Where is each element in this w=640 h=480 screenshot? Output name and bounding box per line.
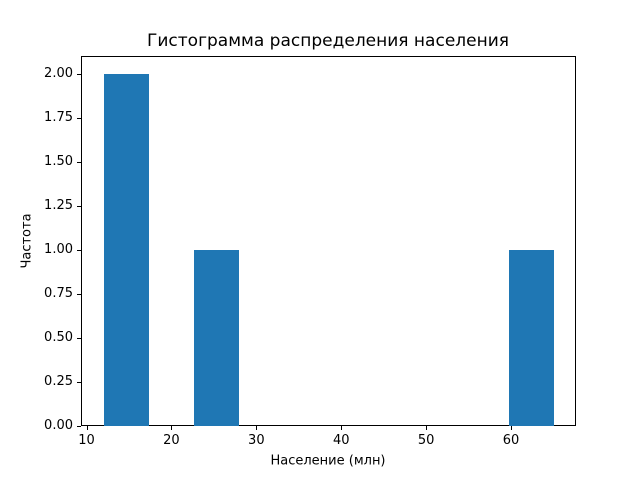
- y-tick-label: 0.25: [44, 373, 73, 389]
- x-axis-label: Население (млн): [270, 453, 386, 469]
- x-tick-mark: [256, 426, 258, 430]
- histogram-bar: [103, 73, 149, 426]
- x-tick-mark: [86, 426, 88, 430]
- x-tick-label: 10: [78, 433, 95, 448]
- y-tick-mark: [77, 426, 81, 427]
- y-axis-label: Частота: [19, 213, 35, 269]
- x-tick-mark: [511, 426, 513, 430]
- x-tick-mark: [426, 426, 428, 430]
- y-tick-label: 0.00: [44, 418, 73, 433]
- x-tick-label: 40: [332, 433, 350, 448]
- y-tick-label: 2.00: [44, 65, 73, 81]
- histogram-bar: [193, 249, 239, 426]
- histogram-bar: [508, 249, 554, 426]
- chart-title: Гистограмма распределения населения: [147, 31, 509, 51]
- y-tick-label: 0.50: [44, 329, 73, 345]
- x-tick-label: 30: [248, 433, 265, 448]
- x-tick-label: 20: [163, 433, 180, 448]
- x-tick-mark: [171, 426, 173, 430]
- y-tick-label: 1.25: [44, 197, 73, 213]
- plot-area: [81, 56, 576, 426]
- y-tick-label: 1.50: [44, 153, 73, 169]
- x-tick-label: 50: [417, 433, 435, 448]
- x-tick-label: 60: [502, 433, 520, 448]
- x-tick-mark: [341, 426, 343, 430]
- y-tick-label: 0.75: [44, 285, 73, 301]
- y-tick-label: 1.75: [44, 109, 73, 125]
